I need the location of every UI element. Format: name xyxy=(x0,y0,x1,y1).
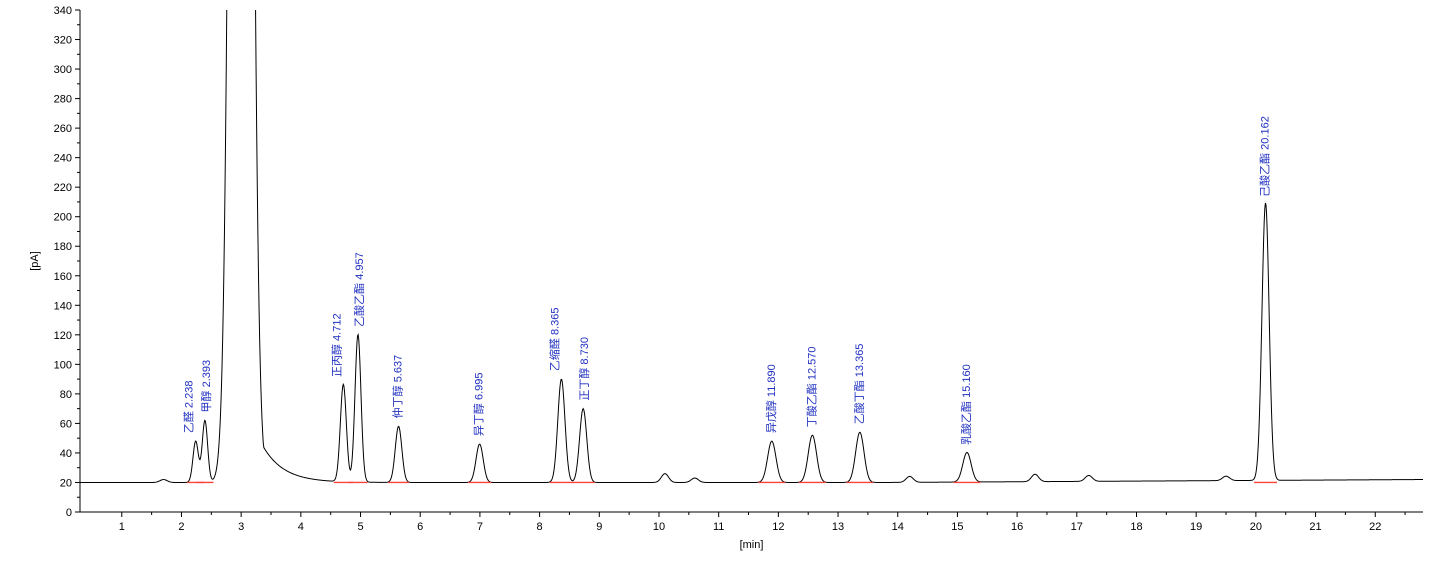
peak-label: 甲醇 2.393 xyxy=(199,360,213,413)
x-tick-label: 19 xyxy=(1190,521,1202,533)
svg-text:正丁醇 8.730: 正丁醇 8.730 xyxy=(577,337,591,401)
peak-label: 乙醛 2.238 xyxy=(182,381,196,434)
y-tick-label: 240 xyxy=(54,153,72,165)
x-tick-label: 18 xyxy=(1130,521,1142,533)
y-tick-label: 60 xyxy=(60,418,72,430)
y-tick-label: 280 xyxy=(54,94,72,106)
svg-text:乙醛 2.238: 乙醛 2.238 xyxy=(182,381,196,434)
svg-text:正丙醇 4.712: 正丙醇 4.712 xyxy=(329,313,343,377)
x-tick-label: 8 xyxy=(537,521,543,533)
peak-label: 乳酸乙酯 15.160 xyxy=(959,364,973,445)
x-axis-label: [min] xyxy=(740,539,764,551)
y-tick-label: 200 xyxy=(54,212,72,224)
svg-text:己酸乙酯 20.162: 己酸乙酯 20.162 xyxy=(1258,116,1272,197)
svg-text:异丁醇 6.995: 异丁醇 6.995 xyxy=(472,372,486,436)
peak-label: 己酸乙酯 20.162 xyxy=(1258,116,1272,197)
y-tick-label: 80 xyxy=(60,389,72,401)
y-tick-label: 320 xyxy=(54,35,72,47)
x-tick-label: 9 xyxy=(596,521,602,533)
x-tick-label: 10 xyxy=(653,521,665,533)
x-tick-label: 22 xyxy=(1369,521,1381,533)
peak-label: 仲丁醇 5.637 xyxy=(391,355,405,419)
y-axis-label: [pA] xyxy=(29,251,41,271)
y-tick-label: 220 xyxy=(54,182,72,194)
peak-label: 异戊醇 11.890 xyxy=(764,364,778,433)
svg-text:乙缩醛 8.365: 乙缩醛 8.365 xyxy=(547,308,561,372)
x-tick-label: 4 xyxy=(298,521,304,533)
x-tick-label: 17 xyxy=(1071,521,1083,533)
y-tick-label: 140 xyxy=(54,300,72,312)
peak-label: 乙缩醛 8.365 xyxy=(547,308,561,372)
y-tick-label: 300 xyxy=(54,64,72,76)
peak-label: 丁酸乙酯 12.570 xyxy=(804,347,818,428)
x-tick-label: 6 xyxy=(417,521,423,533)
x-tick-label: 2 xyxy=(178,521,184,533)
x-tick-label: 13 xyxy=(832,521,844,533)
peak-label: 正丁醇 8.730 xyxy=(577,337,591,401)
y-tick-label: 40 xyxy=(60,448,72,460)
y-tick-label: 260 xyxy=(54,123,72,135)
y-tick-label: 20 xyxy=(60,477,72,489)
y-tick-label: 120 xyxy=(54,330,72,342)
svg-text:异戊醇 11.890: 异戊醇 11.890 xyxy=(764,364,778,433)
svg-text:乙酸丁酯 13.365: 乙酸丁酯 13.365 xyxy=(852,344,866,425)
y-tick-label: 0 xyxy=(66,507,72,519)
x-tick-label: 3 xyxy=(238,521,244,533)
x-tick-label: 15 xyxy=(951,521,963,533)
y-tick-label: 100 xyxy=(54,359,72,371)
y-tick-label: 180 xyxy=(54,241,72,253)
y-tick-label: 160 xyxy=(54,271,72,283)
y-tick-label: 340 xyxy=(54,5,72,17)
x-tick-label: 1 xyxy=(119,521,125,533)
chromatogram-chart: 0204060801001201401601802002202402602803… xyxy=(0,0,1438,567)
svg-text:乙酸乙酯 4.957: 乙酸乙酯 4.957 xyxy=(352,252,366,327)
svg-text:乳酸乙酯 15.160: 乳酸乙酯 15.160 xyxy=(959,364,973,445)
x-tick-label: 16 xyxy=(1011,521,1023,533)
x-tick-label: 7 xyxy=(477,521,483,533)
peak-label: 异丁醇 6.995 xyxy=(472,372,486,436)
peak-label: 正丙醇 4.712 xyxy=(329,313,343,377)
x-tick-label: 11 xyxy=(713,521,724,533)
x-tick-label: 14 xyxy=(892,521,904,533)
x-tick-label: 12 xyxy=(772,521,784,533)
peak-label: 乙酸乙酯 4.957 xyxy=(352,252,366,327)
x-tick-label: 5 xyxy=(357,521,363,533)
svg-text:甲醇 2.393: 甲醇 2.393 xyxy=(199,360,213,413)
svg-text:丁酸乙酯 12.570: 丁酸乙酯 12.570 xyxy=(804,347,818,428)
peak-label: 乙酸丁酯 13.365 xyxy=(852,344,866,425)
svg-text:仲丁醇 5.637: 仲丁醇 5.637 xyxy=(391,355,405,419)
x-tick-label: 21 xyxy=(1309,521,1321,533)
x-tick-label: 20 xyxy=(1250,521,1262,533)
